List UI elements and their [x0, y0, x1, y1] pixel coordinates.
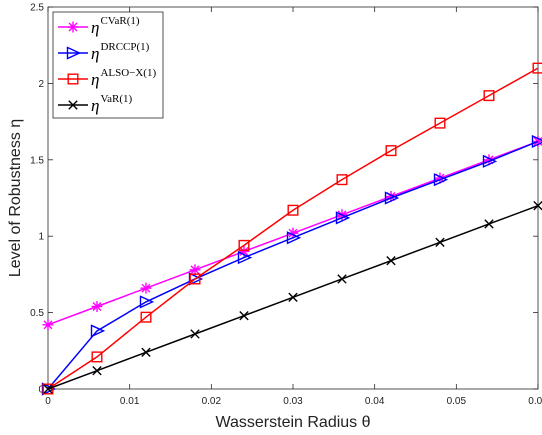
legend-label: ηVaR(1) — [91, 93, 133, 115]
legend-label: ηCVaR(1) — [91, 15, 140, 37]
x-tick-label: 0.03 — [283, 396, 303, 407]
asterisk-stroke — [68, 22, 78, 32]
series-2 — [42, 62, 542, 395]
data-point — [90, 324, 106, 338]
data-point — [92, 365, 102, 376]
data-point — [385, 145, 397, 157]
x-tick-label: 0.04 — [365, 396, 385, 407]
data-point — [336, 174, 348, 186]
data-point — [287, 204, 299, 216]
y-tick-label: 0 — [38, 385, 44, 396]
y-tick-label: 1 — [38, 232, 44, 243]
x-stroke — [43, 384, 53, 394]
legend-item: ηVaR(1) — [58, 93, 133, 115]
legend-label-base: η — [91, 70, 99, 89]
data-point — [189, 264, 201, 276]
legend-label-base: η — [91, 18, 99, 37]
legend-marker — [66, 46, 82, 60]
legend-label: ηALSO−X(1) — [91, 67, 156, 89]
data-point — [91, 351, 103, 363]
data-point — [42, 319, 54, 331]
legend-label-base: η — [91, 44, 99, 63]
legend-label: ηDRCCP(1) — [91, 41, 150, 63]
data-point — [483, 90, 495, 102]
data-point — [286, 231, 302, 245]
legend-item: ηCVaR(1) — [58, 15, 140, 37]
x-tick-label: 0.02 — [202, 396, 222, 407]
series-3 — [43, 200, 542, 394]
data-point — [238, 239, 250, 251]
x-stroke — [435, 237, 445, 248]
legend-label-sup: ALSO−X(1) — [100, 67, 156, 79]
data-point — [190, 329, 200, 339]
legend-label-sup: CVaR(1) — [100, 15, 139, 27]
y-tick-label: 2 — [38, 79, 44, 90]
data-point — [140, 311, 152, 323]
legend-marker — [68, 100, 78, 110]
data-point — [237, 251, 253, 265]
x-tick-label: 0.06 — [528, 396, 542, 407]
y-axis-label: Level of Robustness η — [7, 119, 24, 277]
asterisk-stroke — [190, 265, 200, 275]
data-point — [434, 117, 446, 129]
data-point — [189, 273, 201, 285]
data-point — [42, 383, 54, 395]
x-stroke — [533, 200, 542, 211]
x-stroke — [190, 329, 200, 339]
series-1 — [41, 134, 542, 396]
data-point — [91, 300, 103, 312]
data-point — [140, 282, 152, 294]
data-point — [288, 292, 298, 303]
data-point — [531, 134, 542, 149]
x-stroke — [92, 365, 102, 376]
x-axis-label: Wasserstein Radius θ — [215, 414, 370, 431]
data-point — [239, 310, 249, 321]
x-tick-label: 0.05 — [447, 396, 467, 407]
data-point — [532, 62, 542, 74]
legend-marker — [67, 73, 79, 85]
legend-box — [52, 11, 164, 119]
legend: ηCVaR(1)ηDRCCP(1)ηALSO−X(1)ηVaR(1) — [52, 11, 164, 119]
data-point — [335, 211, 351, 225]
x-stroke — [239, 310, 249, 321]
data-point — [43, 384, 53, 394]
series-line — [47, 67, 539, 390]
data-point — [484, 219, 494, 229]
legend-item: ηDRCCP(1) — [58, 41, 150, 63]
x-stroke — [141, 347, 151, 358]
y-axis: 0 0.5 1 1.5 2 2.5 — [30, 3, 538, 396]
series-layer — [41, 62, 542, 396]
data-point — [386, 255, 396, 266]
data-point — [435, 237, 445, 248]
x-stroke — [68, 100, 78, 110]
data-point — [337, 274, 347, 284]
y-tick-label: 1.5 — [30, 155, 44, 166]
data-point — [384, 191, 400, 205]
legend-item: ηALSO−X(1) — [58, 67, 156, 89]
data-point — [141, 347, 151, 358]
legend-marker — [67, 21, 79, 33]
x-stroke — [337, 274, 347, 284]
asterisk-stroke — [288, 228, 298, 238]
x-stroke — [288, 292, 298, 303]
asterisk-stroke — [141, 283, 151, 293]
x-tick-label: 0 — [45, 396, 51, 407]
asterisk-stroke — [92, 302, 102, 311]
x-stroke — [484, 219, 494, 229]
y-tick-label: 2.5 — [30, 3, 44, 14]
x-stroke — [386, 255, 396, 266]
legend-label-base: η — [91, 96, 99, 115]
legend-label-sup: VaR(1) — [100, 93, 132, 105]
legend-label-sup: DRCCP(1) — [100, 41, 149, 53]
series-line — [47, 140, 539, 390]
data-point — [482, 154, 498, 168]
asterisk-stroke — [43, 320, 53, 330]
data-point — [139, 295, 155, 309]
data-point — [533, 200, 542, 211]
data-point — [433, 173, 449, 187]
x-tick-label: 0.01 — [120, 396, 140, 407]
y-tick-label: 0.5 — [30, 308, 44, 319]
